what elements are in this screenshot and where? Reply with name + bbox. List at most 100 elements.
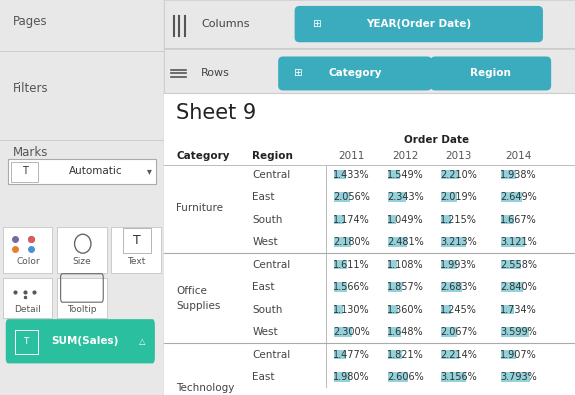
Text: Category: Category	[328, 68, 382, 79]
FancyBboxPatch shape	[388, 215, 396, 224]
FancyBboxPatch shape	[335, 237, 351, 247]
FancyBboxPatch shape	[501, 327, 529, 337]
Text: 2012: 2012	[392, 151, 419, 161]
FancyBboxPatch shape	[335, 215, 344, 224]
FancyBboxPatch shape	[442, 192, 457, 202]
FancyBboxPatch shape	[388, 282, 402, 292]
FancyBboxPatch shape	[8, 159, 156, 184]
FancyBboxPatch shape	[501, 282, 523, 292]
Text: Furniture: Furniture	[176, 203, 223, 213]
Text: Order Date: Order Date	[404, 135, 469, 145]
FancyBboxPatch shape	[58, 227, 106, 273]
Text: T: T	[133, 234, 141, 247]
Text: 1.130%: 1.130%	[334, 305, 370, 315]
FancyBboxPatch shape	[501, 170, 516, 179]
FancyBboxPatch shape	[388, 260, 397, 269]
FancyBboxPatch shape	[388, 350, 402, 359]
Text: 1.215%: 1.215%	[440, 214, 477, 225]
FancyBboxPatch shape	[164, 276, 575, 299]
Text: 1.993%: 1.993%	[440, 260, 477, 270]
FancyBboxPatch shape	[278, 56, 432, 90]
FancyBboxPatch shape	[442, 282, 462, 292]
Text: 2.840%: 2.840%	[500, 282, 536, 292]
FancyBboxPatch shape	[388, 327, 401, 337]
FancyBboxPatch shape	[3, 227, 52, 273]
FancyBboxPatch shape	[164, 0, 575, 48]
Text: Technology: Technology	[176, 384, 235, 393]
FancyBboxPatch shape	[442, 260, 457, 269]
FancyBboxPatch shape	[442, 372, 466, 382]
Text: 1.360%: 1.360%	[387, 305, 424, 315]
Text: 3.156%: 3.156%	[440, 372, 477, 382]
FancyBboxPatch shape	[442, 327, 458, 337]
FancyBboxPatch shape	[442, 215, 451, 224]
Text: 2.683%: 2.683%	[440, 282, 477, 292]
FancyBboxPatch shape	[294, 6, 543, 42]
FancyBboxPatch shape	[501, 192, 522, 202]
FancyBboxPatch shape	[112, 227, 160, 273]
Text: Category: Category	[176, 151, 229, 161]
Text: YEAR(Order Date): YEAR(Order Date)	[366, 19, 472, 29]
FancyBboxPatch shape	[335, 350, 346, 359]
Text: 1.611%: 1.611%	[334, 260, 370, 270]
Text: South: South	[252, 305, 283, 315]
FancyBboxPatch shape	[501, 260, 521, 269]
Text: Pages: Pages	[13, 15, 48, 28]
Text: 2014: 2014	[505, 151, 531, 161]
Text: ⊞: ⊞	[293, 68, 302, 79]
Text: 1.648%: 1.648%	[387, 327, 424, 337]
Text: Sheet 9: Sheet 9	[176, 103, 256, 122]
Text: Tooltip: Tooltip	[67, 305, 97, 314]
Text: East: East	[252, 282, 275, 292]
Text: 3.121%: 3.121%	[500, 237, 536, 247]
Text: East: East	[252, 192, 275, 202]
Text: 2.056%: 2.056%	[334, 192, 370, 202]
Text: 1.174%: 1.174%	[334, 214, 370, 225]
Text: T: T	[24, 337, 29, 346]
FancyBboxPatch shape	[164, 231, 575, 254]
FancyBboxPatch shape	[123, 228, 151, 253]
Text: Size: Size	[72, 257, 91, 266]
Text: 2.481%: 2.481%	[387, 237, 424, 247]
Text: 2.210%: 2.210%	[440, 169, 477, 180]
Text: 2.214%: 2.214%	[440, 350, 477, 360]
Text: Columns: Columns	[201, 19, 250, 29]
Text: 1.821%: 1.821%	[387, 350, 424, 360]
Text: 1.667%: 1.667%	[500, 214, 536, 225]
Text: 1.477%: 1.477%	[334, 350, 370, 360]
FancyBboxPatch shape	[335, 192, 350, 202]
FancyBboxPatch shape	[335, 282, 347, 292]
FancyBboxPatch shape	[442, 170, 458, 179]
FancyBboxPatch shape	[335, 260, 347, 269]
Text: 1.980%: 1.980%	[334, 372, 370, 382]
Text: 2.067%: 2.067%	[440, 327, 477, 337]
FancyBboxPatch shape	[3, 278, 52, 318]
Text: Region: Region	[252, 151, 293, 161]
Text: △: △	[139, 337, 146, 346]
Text: 1.108%: 1.108%	[387, 260, 424, 270]
Text: Office: Office	[176, 286, 207, 296]
FancyBboxPatch shape	[430, 56, 551, 90]
FancyBboxPatch shape	[388, 237, 407, 247]
Text: 1.049%: 1.049%	[387, 214, 424, 225]
FancyBboxPatch shape	[442, 350, 459, 359]
Text: East: East	[252, 372, 275, 382]
Text: 1.857%: 1.857%	[387, 282, 424, 292]
Text: West: West	[252, 237, 278, 247]
FancyBboxPatch shape	[501, 305, 515, 314]
Text: 2.343%: 2.343%	[387, 192, 424, 202]
FancyBboxPatch shape	[501, 215, 514, 224]
FancyBboxPatch shape	[388, 192, 406, 202]
Text: 2.019%: 2.019%	[440, 192, 477, 202]
Text: Detail: Detail	[14, 305, 41, 314]
FancyBboxPatch shape	[164, 186, 575, 209]
Text: Color: Color	[16, 257, 40, 266]
FancyBboxPatch shape	[335, 305, 343, 314]
Text: 1.549%: 1.549%	[387, 169, 424, 180]
Text: 1.938%: 1.938%	[500, 169, 536, 180]
FancyBboxPatch shape	[388, 372, 408, 382]
FancyBboxPatch shape	[164, 94, 575, 395]
FancyBboxPatch shape	[164, 366, 575, 388]
FancyBboxPatch shape	[501, 350, 516, 359]
FancyBboxPatch shape	[58, 278, 106, 318]
